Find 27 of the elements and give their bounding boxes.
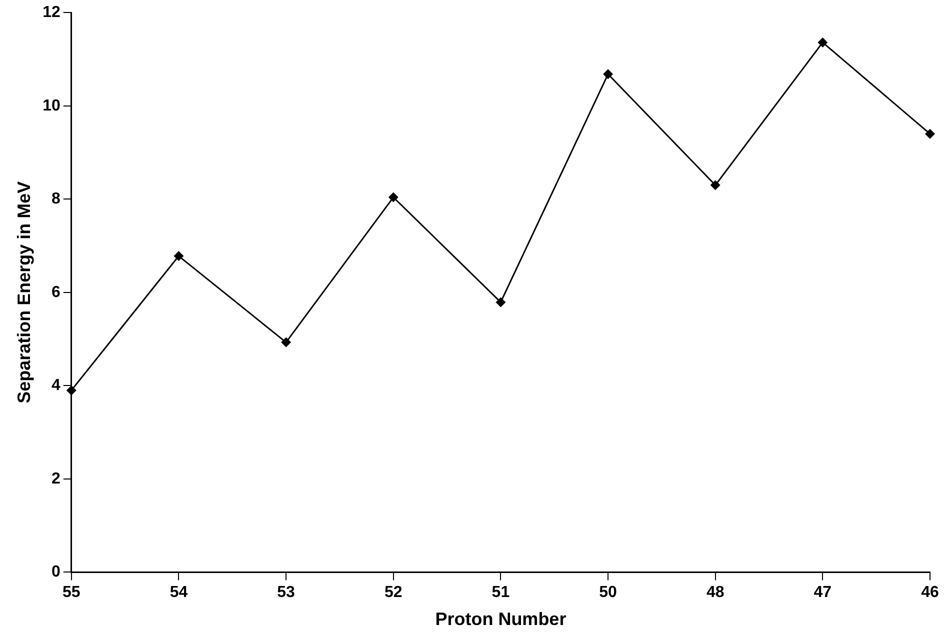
point [66,385,76,396]
y-tick-label: 2 [51,470,60,488]
x-tick-label: 50 [599,584,618,602]
x-tick-label: 52 [384,584,402,602]
x-tick-label: 48 [706,584,724,602]
y-tick-label: 4 [51,377,60,394]
point [603,69,614,80]
point [388,192,398,202]
x-tick-label: 51 [492,584,510,602]
x-tick-label: 46 [921,584,939,602]
point [174,251,184,262]
x-tick-label: 54 [170,584,188,602]
point [496,297,506,308]
x-axis-title: Proton Number [435,609,566,630]
point [281,337,292,348]
x-tick-label: 53 [277,584,296,602]
x-tick-label: 55 [62,584,80,602]
y-tick-label: 0 [51,564,60,581]
y-tick-label: 6 [51,284,60,301]
y-axis-title: Separation Energy in MeV [14,181,34,404]
x-tick-label: 47 [814,584,832,602]
y-tick-label: 10 [42,97,60,114]
point [710,180,720,190]
y-tick-label: 8 [51,190,60,208]
point [818,37,828,48]
y-tick-label: 12 [42,4,60,22]
point [925,128,935,139]
